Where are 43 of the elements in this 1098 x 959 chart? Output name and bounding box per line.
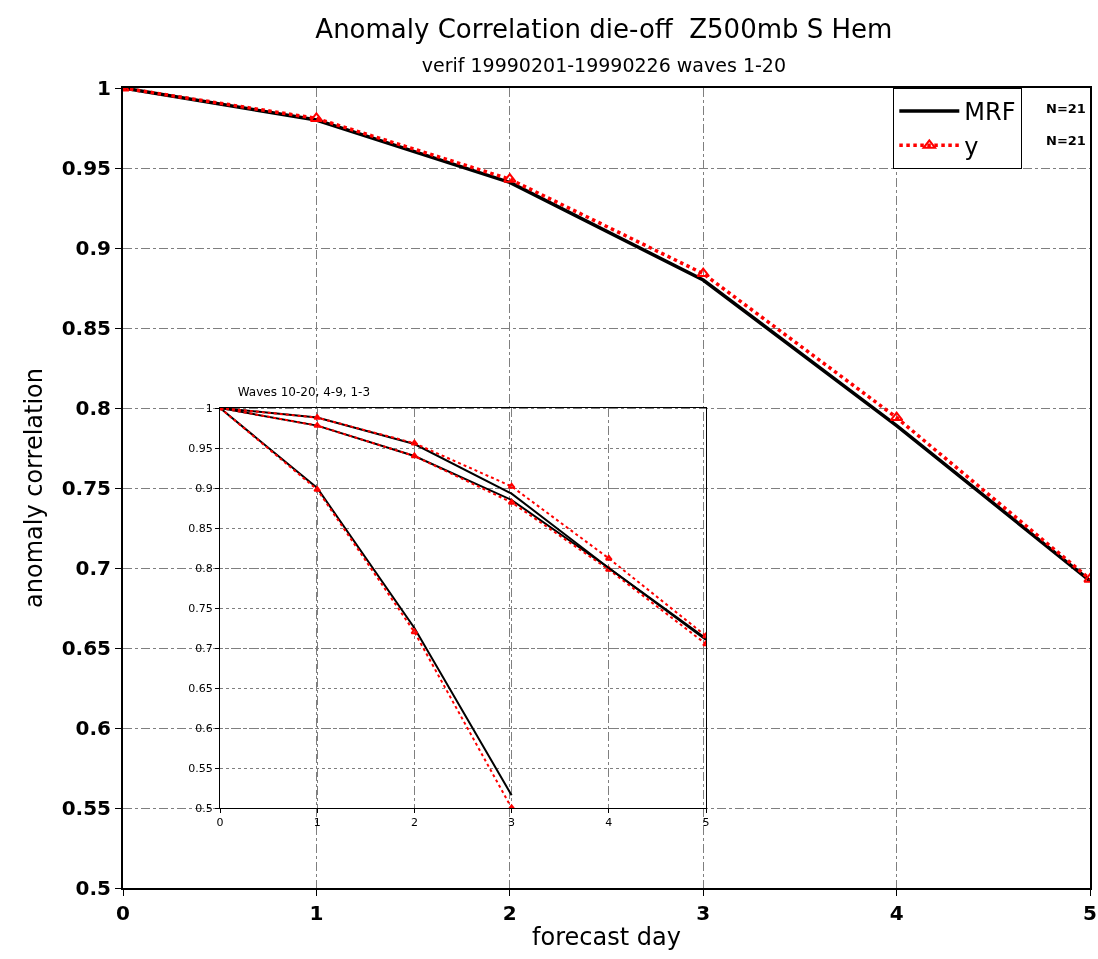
x-tick-label: 5	[702, 816, 710, 830]
x-tick-label: 0	[116, 901, 130, 925]
x-tick-label: 3	[508, 816, 516, 830]
x-tick-label: 1	[313, 816, 321, 830]
x-tick-label: 3	[696, 901, 711, 925]
y-tick-label: 1	[97, 76, 111, 100]
y-tick-label: 1	[205, 401, 213, 415]
y-tick-label: 0.7	[195, 641, 213, 655]
y-tick-label: 0.65	[188, 681, 213, 695]
chart-title: Anomaly Correlation die-off Z500mb S Hem	[315, 14, 893, 45]
x-axis-title: forecast day	[532, 922, 681, 951]
x-tick-label: 2	[410, 816, 418, 830]
y-tick-label: 0.85	[61, 316, 111, 340]
y-tick-label: 0.6	[75, 716, 111, 740]
x-tick-label: 1	[309, 901, 324, 925]
x-tick-label: 4	[605, 816, 613, 830]
y-tick-label: 0.6	[195, 721, 213, 735]
y-tick-label: 0.95	[188, 441, 213, 455]
annotation: N=21	[1046, 101, 1086, 116]
x-tick-label: 0	[216, 816, 224, 830]
x-tick-label: 2	[502, 901, 517, 925]
y-tick-label: 0.7	[75, 556, 111, 580]
y-tick-label: 0.8	[195, 561, 213, 575]
annotation: N=21	[1046, 133, 1086, 148]
y-tick-label: 0.5	[75, 876, 111, 900]
y-tick-label: 0.9	[195, 481, 213, 495]
y-tick-label: 0.8	[75, 396, 111, 420]
y-tick-label: 0.9	[75, 236, 111, 260]
y-tick-label: 0.55	[61, 796, 111, 820]
chart-subtitle: verif 19990201-19990226 waves 1-20	[421, 54, 787, 77]
y-tick-label: 0.75	[188, 601, 213, 615]
x-tick-label: 5	[1083, 901, 1097, 925]
x-tick-label: 4	[889, 901, 904, 925]
legend-label: y	[964, 132, 979, 161]
y-axis-title: anomaly correlation	[20, 368, 49, 608]
y-tick-label: 0.55	[188, 761, 213, 775]
y-tick-label: 0.65	[61, 636, 111, 660]
y-tick-label: 0.85	[188, 521, 213, 535]
y-tick-label: 0.5	[195, 801, 213, 815]
y-tick-label: 0.95	[61, 156, 111, 180]
legend-label: MRF	[964, 98, 1016, 127]
y-tick-label: 0.75	[61, 476, 111, 500]
chart-title: Waves 10-20, 4-9, 1-3	[237, 384, 371, 399]
